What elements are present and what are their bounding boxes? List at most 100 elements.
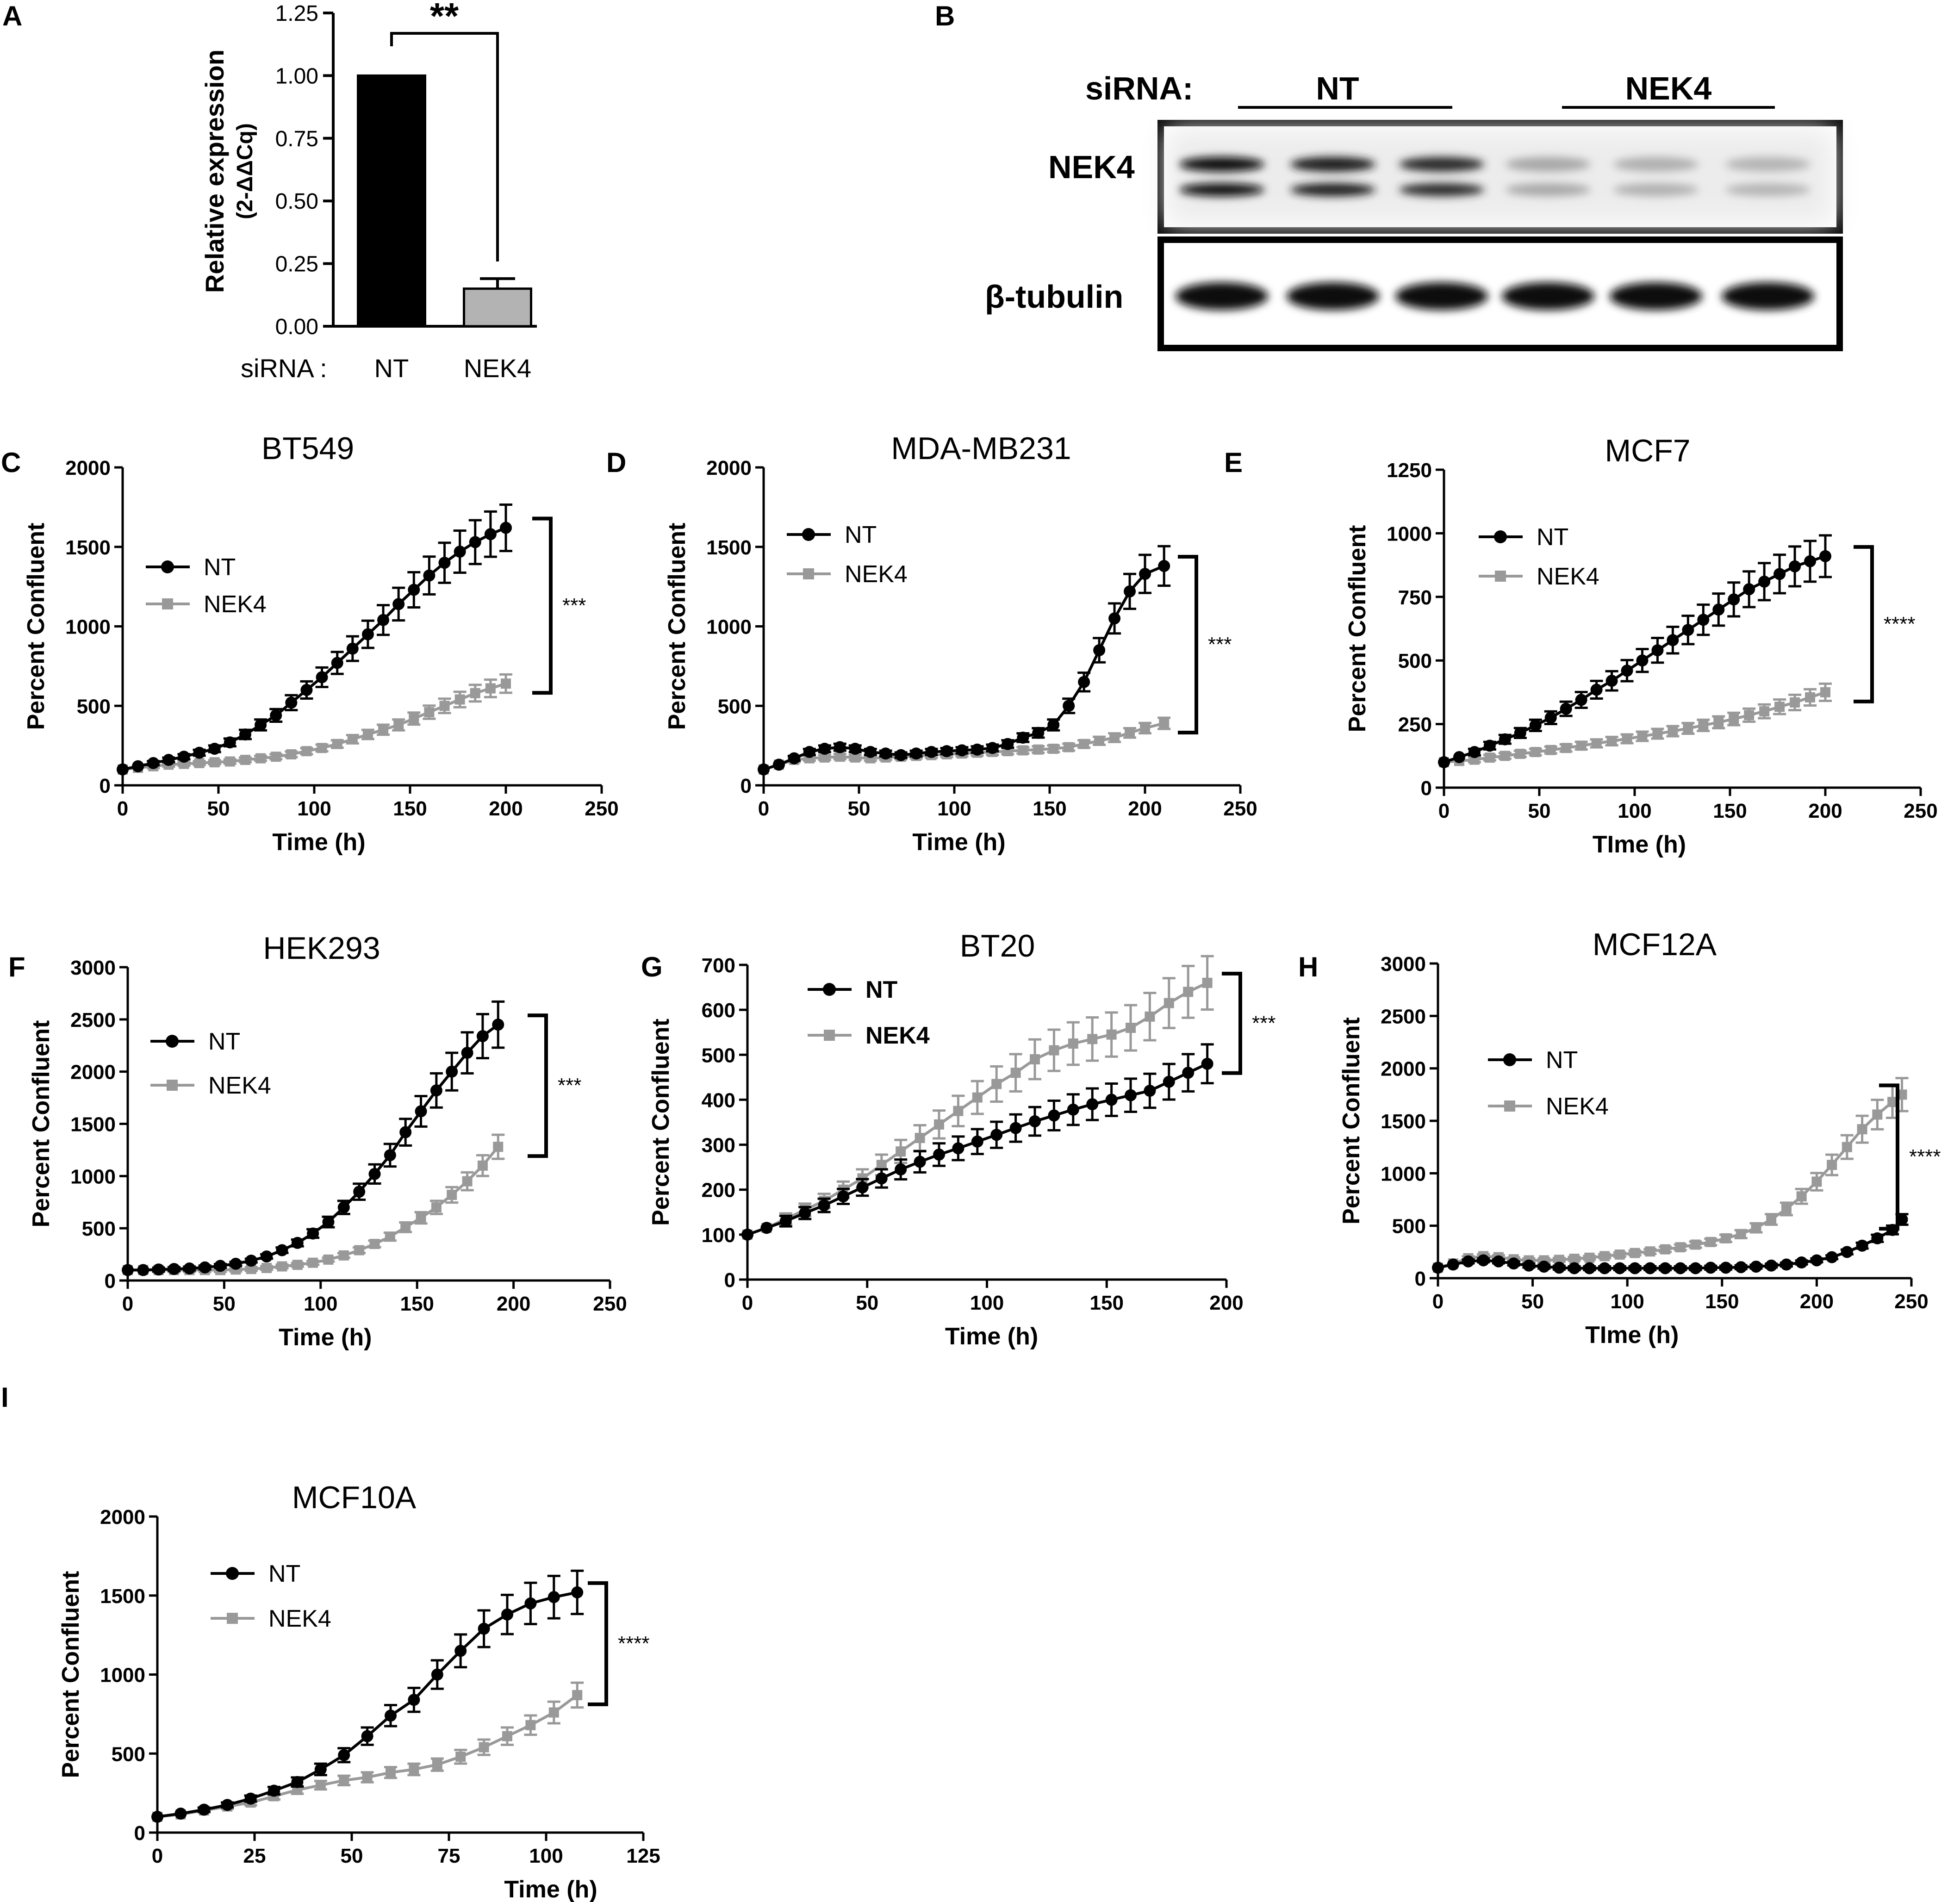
legend-label-nek4: NEK4 (268, 1605, 331, 1632)
legend-label-nt: NT (268, 1560, 300, 1587)
data-point (571, 1586, 584, 1598)
data-point (991, 1079, 1002, 1089)
data-point (914, 1156, 926, 1168)
y-tick-label: 0 (105, 1270, 116, 1293)
series-nt (151, 1569, 584, 1823)
legend-marker (166, 1035, 179, 1048)
data-point (386, 1767, 396, 1778)
data-point (1819, 550, 1831, 562)
tubulin-band (1287, 282, 1379, 310)
significance-stars: ** (430, 0, 459, 37)
y-tick-label: 100 (702, 1224, 735, 1247)
y-tick-label: 1.00 (275, 64, 318, 88)
data-point (307, 1227, 319, 1240)
x-tick-label: 0 (1432, 1290, 1444, 1313)
data-point (199, 1261, 211, 1274)
tubulin-band (1502, 282, 1594, 310)
data-point (493, 1142, 504, 1152)
data-point (895, 749, 907, 761)
data-point (314, 1763, 327, 1776)
data-point (1735, 1261, 1747, 1274)
data-point (178, 751, 190, 763)
data-point (1789, 560, 1801, 572)
x-tick-label: 50 (213, 1293, 236, 1315)
significance-stars: **** (1884, 613, 1916, 635)
x-axis-label: Time (h) (912, 829, 1005, 856)
data-point (1164, 998, 1174, 1008)
series-nek4 (1439, 682, 1832, 768)
y-tick-label: 0 (1421, 777, 1432, 800)
data-point (209, 757, 220, 768)
data-point (524, 1597, 537, 1610)
y-axis-label: Percent Confluent (28, 1020, 55, 1228)
data-point (323, 1254, 334, 1265)
chart-title: MCF7 (1605, 433, 1690, 468)
data-point (378, 724, 389, 735)
data-point (285, 696, 298, 709)
y-tick-label: 1500 (100, 1585, 145, 1608)
legend-label-nt: NT (845, 522, 877, 548)
data-point (152, 1263, 165, 1276)
data-point (1047, 719, 1060, 731)
data-point (779, 1215, 792, 1227)
data-point (1159, 718, 1170, 729)
data-point (361, 628, 374, 640)
nek4-band-lower (1725, 183, 1811, 196)
y-axis-label: Percent Confluent (664, 523, 691, 730)
data-point (1644, 1262, 1656, 1274)
significance-stars: *** (1208, 633, 1232, 656)
data-point (337, 1201, 350, 1214)
data-point (147, 757, 160, 769)
data-point (818, 742, 831, 755)
data-point (208, 742, 221, 755)
series-nt (1432, 1213, 1909, 1274)
chart-title: BT20 (960, 928, 1035, 963)
y-tick-label: 2500 (70, 1009, 116, 1032)
legend-marker (162, 598, 173, 609)
nek4-band-upper (1506, 157, 1591, 172)
data-point (1068, 1038, 1078, 1049)
data-point (760, 1222, 773, 1234)
panel-letter-d: D (606, 447, 626, 478)
data-point (953, 1106, 964, 1116)
data-point (399, 1126, 412, 1138)
data-point (548, 1591, 560, 1604)
data-point (1087, 1034, 1098, 1044)
data-point (1507, 1257, 1520, 1270)
data-point (1591, 738, 1602, 749)
x-tick-label: 250 (1904, 800, 1937, 822)
data-point (799, 1207, 811, 1219)
data-point (286, 749, 297, 760)
data-point (1144, 1085, 1156, 1097)
y-axis-label: Percent Confluent (57, 1571, 84, 1778)
x-tick-label: 0 (122, 1293, 133, 1315)
x-tick-label: 50 (856, 1292, 878, 1314)
data-point (224, 736, 236, 749)
series-nt (122, 1000, 505, 1276)
significance-stars: *** (1252, 1012, 1276, 1034)
data-point (1033, 744, 1044, 755)
y-axis-label: Percent Confluent (1338, 1017, 1365, 1224)
significance-bracket (532, 516, 553, 695)
data-point (1124, 585, 1136, 597)
y-tick-label: 0.50 (275, 189, 318, 214)
data-point (400, 1222, 411, 1232)
x-tick-label: 50 (1521, 1290, 1544, 1313)
data-point (896, 1146, 906, 1157)
data-point (1530, 747, 1541, 758)
legend-marker (167, 1080, 178, 1091)
panel-letter-f: F (8, 951, 25, 982)
panel-b-western-blot: siRNA: NT NEK4 NEK4 β-tubulin (985, 70, 1843, 351)
x-tick-label: 150 (1713, 800, 1747, 822)
data-point (1145, 1011, 1155, 1022)
data-point (925, 746, 938, 758)
data-point (1780, 1258, 1792, 1271)
data-point (1048, 743, 1059, 754)
series-line (1444, 555, 1826, 764)
data-point (1842, 1142, 1852, 1152)
x-tick-label: 50 (207, 797, 230, 820)
x-tick-label: 0 (1438, 800, 1450, 822)
y-tick-label: 500 (1398, 650, 1432, 672)
data-point (1705, 1262, 1717, 1274)
data-point (1668, 726, 1678, 736)
